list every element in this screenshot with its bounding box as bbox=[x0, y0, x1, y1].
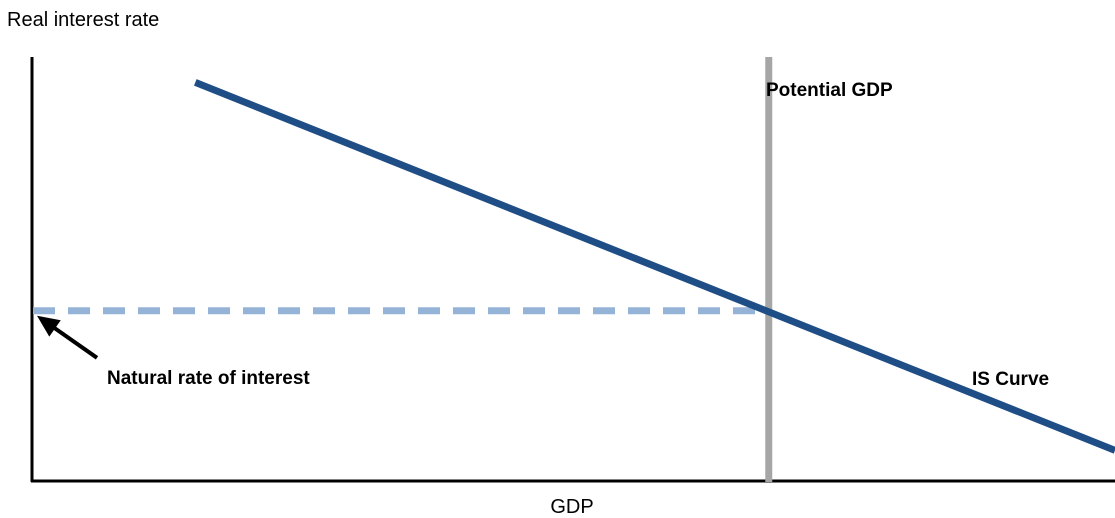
arrow-shaft bbox=[52, 325, 99, 360]
natural-rate-arrow bbox=[37, 315, 99, 360]
natural-rate-label: Natural rate of interest bbox=[107, 368, 310, 389]
potential-gdp-label: Potential GDP bbox=[766, 80, 893, 101]
x-axis-title: GDP bbox=[550, 496, 593, 518]
y-axis-title: Real interest rate bbox=[7, 9, 159, 31]
is-curve-label: IS Curve bbox=[972, 369, 1049, 390]
arrow-head bbox=[37, 315, 61, 337]
is-curve-line bbox=[193, 79, 1115, 454]
